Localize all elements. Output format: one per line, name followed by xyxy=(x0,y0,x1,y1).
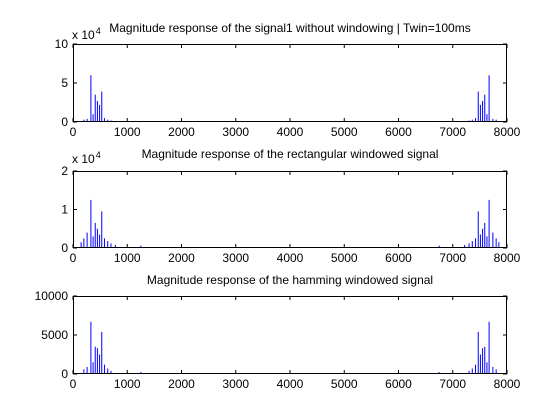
subplot-3-x-tick-label-5: 5000 xyxy=(331,377,358,391)
subplot-2-plot-area: 0 1000 2000 3000 4000 5000 6000 7000 8000 0 1 2 xyxy=(61,164,520,265)
subplot-2-y-tick-label-1: 1 xyxy=(61,203,68,217)
subplot-1-x-tick-label-5: 5000 xyxy=(331,125,358,139)
subplot-2: Magnitude response of the rectangular wi… xyxy=(61,147,520,265)
subplot-2-x-tick-label-2: 2000 xyxy=(168,251,195,265)
subplot-2-x-tick-label-5: 5000 xyxy=(331,251,358,265)
subplot-1-y-tick-label-2: 10 xyxy=(55,37,69,51)
subplot-2-x-tick-label-1: 1000 xyxy=(114,251,141,265)
subplot-3-x-tick-label-4: 4000 xyxy=(277,377,304,391)
subplot-1-title: Magnitude response of the signal1 withou… xyxy=(109,21,470,35)
subplot-1-x-tick-label-7: 7000 xyxy=(439,125,466,139)
subplot-3-title: Magnitude response of the hamming window… xyxy=(147,273,433,287)
subplot-1-x-tick-label-3: 3000 xyxy=(222,125,249,139)
subplot-2-x-tick-label-6: 6000 xyxy=(385,251,412,265)
subplot-2-x-tick-label-4: 4000 xyxy=(277,251,304,265)
subplot-2-title: Magnitude response of the rectangular wi… xyxy=(142,147,439,161)
subplot-3-x-tick-label-2: 2000 xyxy=(168,377,195,391)
subplot-1-x-tick-label-8: 8000 xyxy=(494,125,521,139)
subplot-1-x-tick-label-6: 6000 xyxy=(385,125,412,139)
subplot-2-y-exponent: x 104 xyxy=(72,150,101,166)
subplot-2-x-tick-label-3: 3000 xyxy=(222,251,249,265)
subplot-3: Magnitude response of the hamming window… xyxy=(35,273,521,391)
subplot-2-x-tick-label-7: 7000 xyxy=(439,251,466,265)
subplot-3-x-tick-label-6: 6000 xyxy=(385,377,412,391)
subplot-1-y-exponent: x 104 xyxy=(72,26,101,42)
subplot-1-y-tick-label-0: 0 xyxy=(61,115,68,129)
subplot-3-y-tick-label-0: 0 xyxy=(61,367,68,381)
subplot-1-x-tick-label-0: 0 xyxy=(70,125,77,139)
subplot-1: Magnitude response of the signal1 withou… xyxy=(55,21,521,139)
subplot-2-y-tick-label-2: 2 xyxy=(61,164,68,178)
subplot-3-y-tick-label-1: 5000 xyxy=(41,328,68,342)
subplot-1-y-tick-label-1: 5 xyxy=(61,76,68,90)
subplot-3-x-tick-label-7: 7000 xyxy=(439,377,466,391)
subplot-2-x-tick-label-8: 8000 xyxy=(494,251,521,265)
subplot-2-y-tick-label-0: 0 xyxy=(61,241,68,255)
subplot-3-x-tick-label-0: 0 xyxy=(70,377,77,391)
subplot-3-plot-area: 0 1000 2000 3000 4000 5000 6000 7000 8000 0 5000 10… xyxy=(35,289,521,391)
subplot-2-x-tick-label-0: 0 xyxy=(70,251,77,265)
subplot-1-x-tick-label-4: 4000 xyxy=(277,125,304,139)
subplot-1-plot-area: 0 1000 2000 3000 4000 5000 6000 7000 8000 0 5 10 xyxy=(55,37,521,139)
subplot-3-x-tick-label-8: 8000 xyxy=(494,377,521,391)
subplot-1-x-tick-label-1: 1000 xyxy=(114,125,141,139)
subplot-3-x-tick-label-1: 1000 xyxy=(114,377,141,391)
subplot-3-x-tick-label-3: 3000 xyxy=(222,377,249,391)
subplot-1-x-tick-label-2: 2000 xyxy=(168,125,195,139)
subplot-3-y-tick-label-2: 10000 xyxy=(35,289,69,303)
